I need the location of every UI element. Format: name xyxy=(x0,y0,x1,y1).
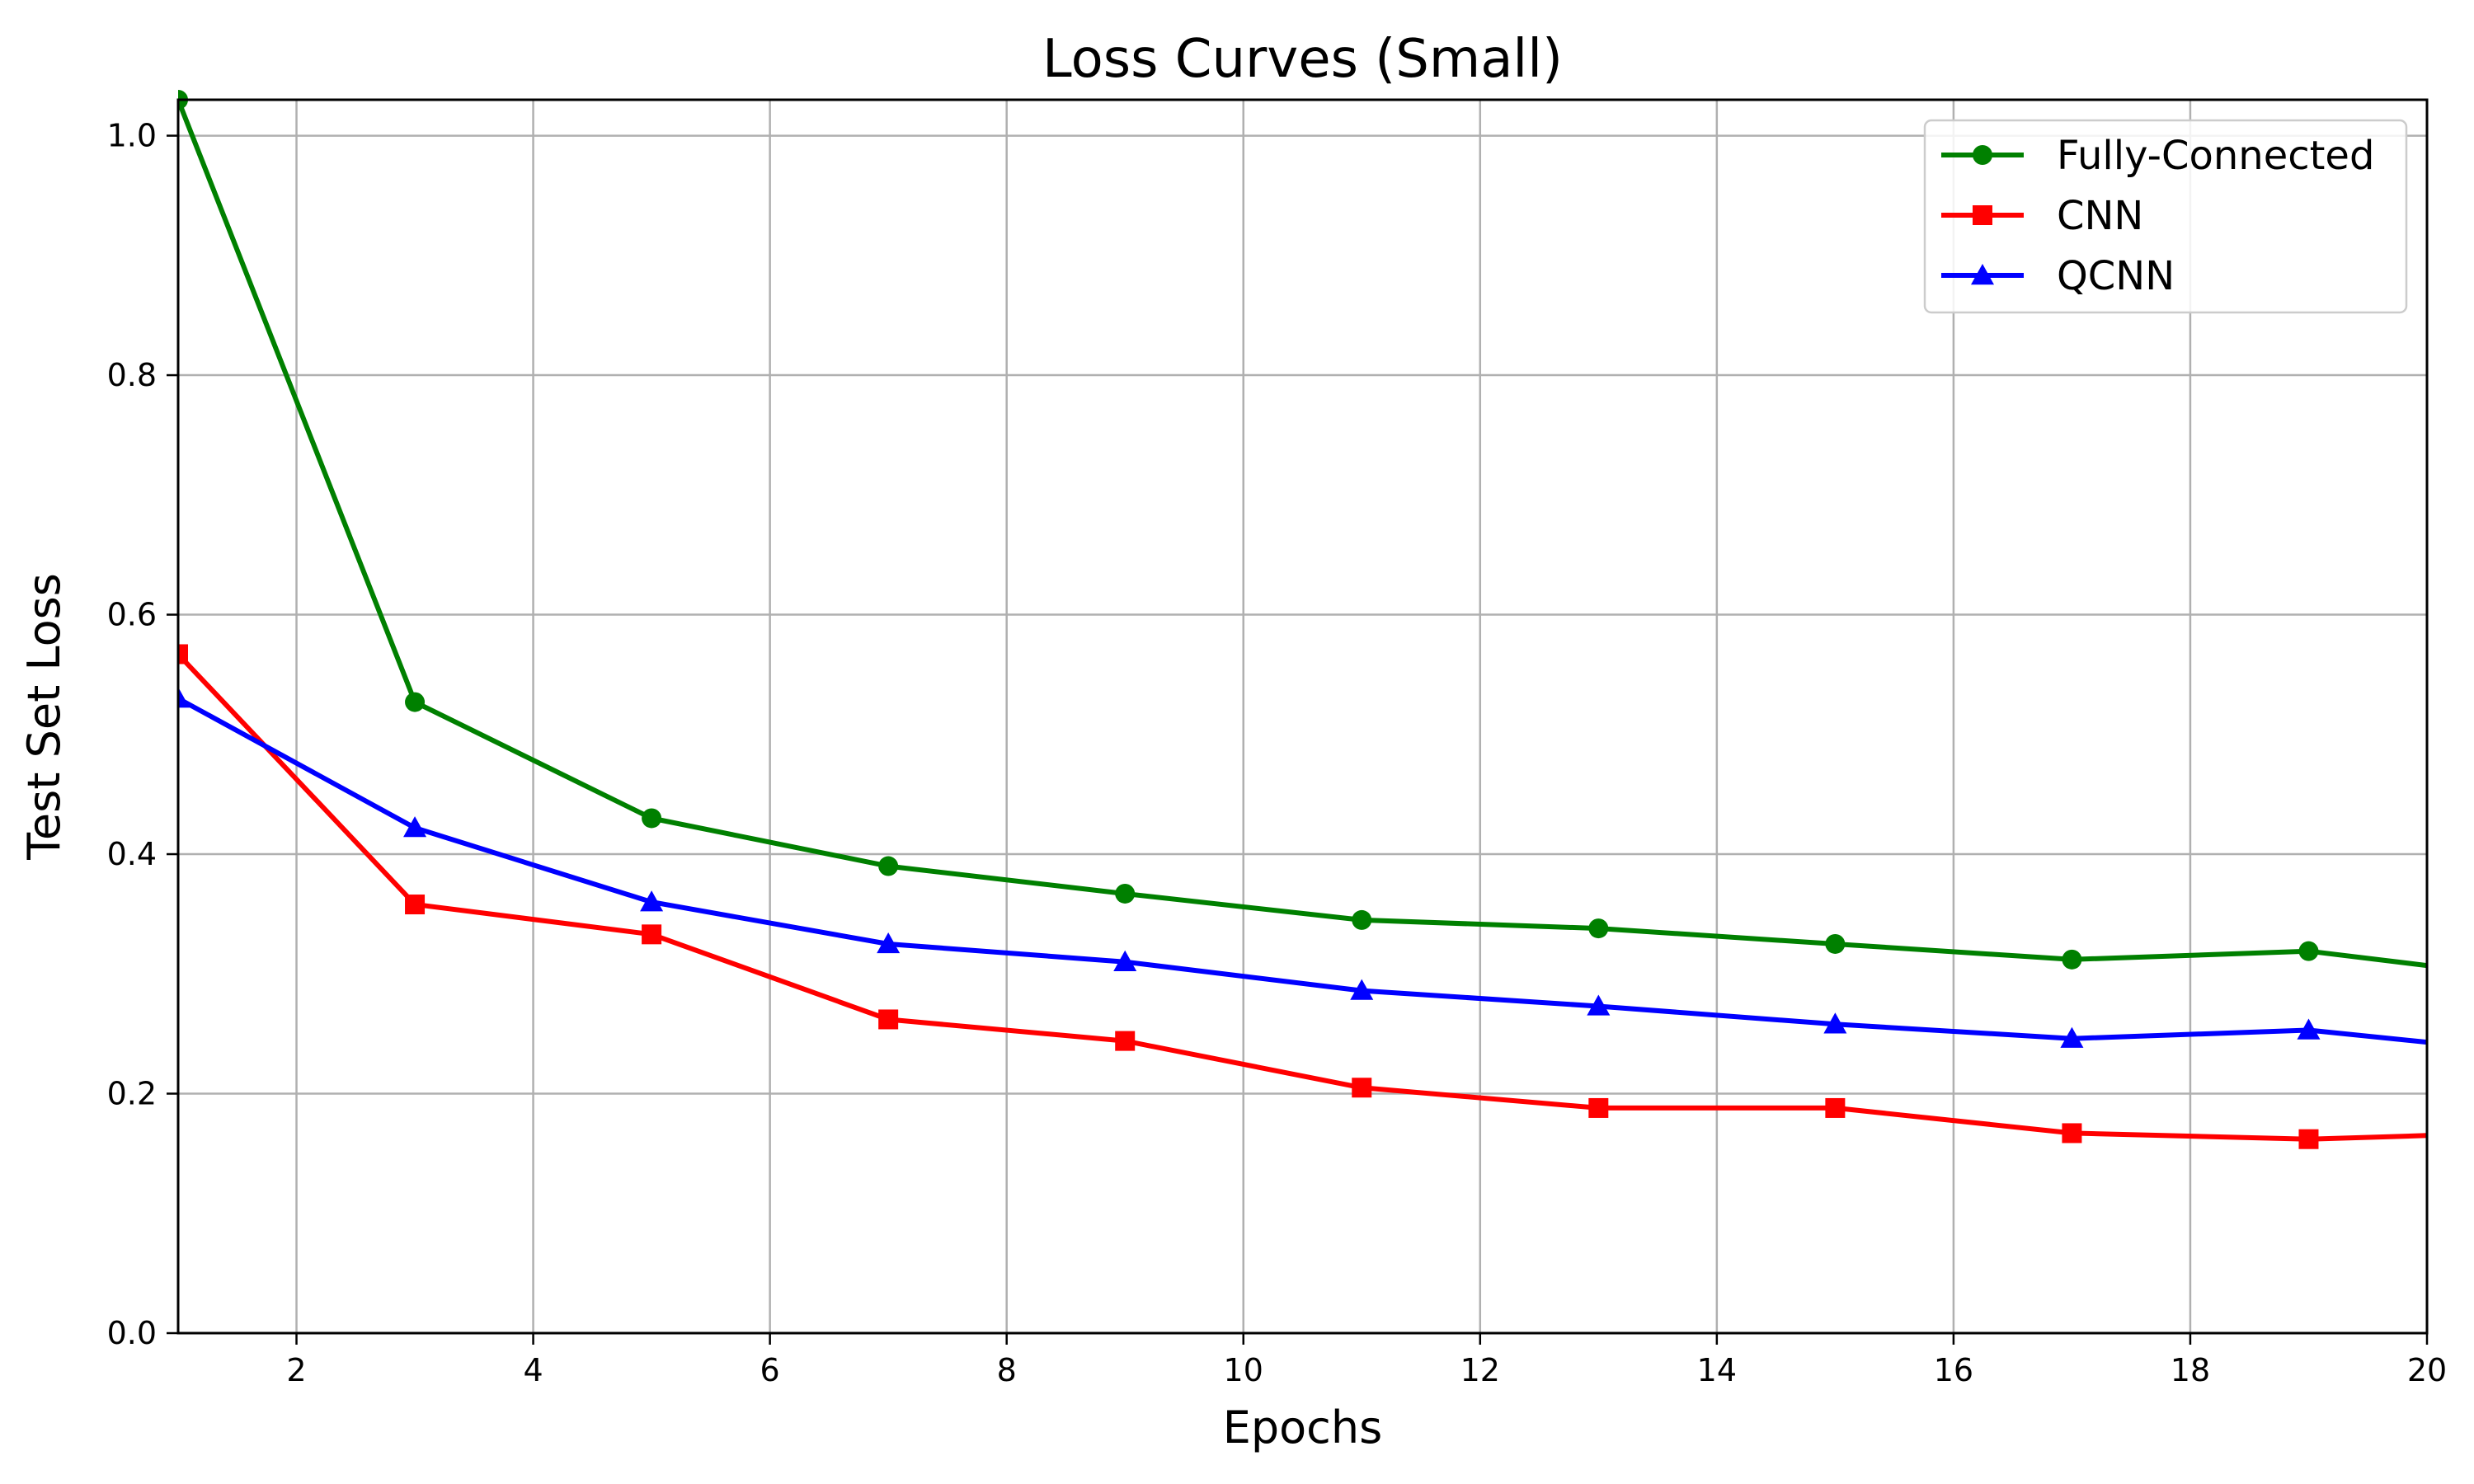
series-markers xyxy=(178,90,2321,1149)
data-point-fully-connected xyxy=(1588,918,1609,939)
legend-label-fully-connected: Fully-Connected xyxy=(2057,133,2374,179)
data-point-fully-connected xyxy=(1115,883,1136,904)
axis-ticks: 2 4 6 8 10 12 14 16 18 20 0.0 0.2 0.4 0.6 0.8 1.0 xyxy=(107,118,2448,1388)
data-point-qcnn xyxy=(403,816,427,838)
data-point-fully-connected xyxy=(642,808,662,829)
data-point-cnn xyxy=(405,895,426,915)
legend-box xyxy=(1923,119,2408,314)
data-point-qcnn xyxy=(1823,1012,1847,1034)
data-point-fully-connected xyxy=(405,692,426,712)
legend-marker-cnn xyxy=(1973,205,1992,225)
data-point-fully-connected xyxy=(1825,933,1846,954)
x-axis-label: Epochs xyxy=(1223,1402,1382,1453)
x-tick-label: 10 xyxy=(1224,1352,1263,1388)
data-point-qcnn xyxy=(877,932,901,954)
y-tick-label: 0.2 xyxy=(107,1076,157,1112)
data-point-cnn xyxy=(1115,1031,1136,1051)
data-point-cnn xyxy=(878,1009,899,1030)
data-point-fully-connected xyxy=(1352,909,1372,930)
y-tick-label: 1.0 xyxy=(107,118,157,154)
x-tick-label: 4 xyxy=(523,1352,543,1388)
data-point-cnn xyxy=(1352,1078,1372,1098)
data-point-fully-connected xyxy=(878,856,899,876)
y-tick-label: 0.0 xyxy=(107,1315,157,1351)
x-tick-label: 14 xyxy=(1697,1352,1737,1388)
data-point-cnn xyxy=(178,644,188,665)
legend-marker-fully-connected xyxy=(1973,145,1992,165)
x-tick-label: 20 xyxy=(2407,1352,2447,1388)
data-point-qcnn xyxy=(1350,979,1374,1000)
data-point-qcnn xyxy=(2297,1018,2321,1040)
data-point-cnn xyxy=(642,924,662,945)
data-point-qcnn xyxy=(2060,1026,2084,1048)
data-point-fully-connected xyxy=(2062,949,2082,970)
legend-label-cnn: CNN xyxy=(2057,193,2143,239)
chart-title: Loss Curves (Small) xyxy=(1042,29,1563,90)
x-tick-label: 8 xyxy=(997,1352,1017,1388)
data-point-fully-connected xyxy=(2298,941,2319,961)
x-tick-label: 16 xyxy=(1934,1352,1973,1388)
data-point-cnn xyxy=(1825,1097,1846,1118)
y-tick-label: 0.8 xyxy=(107,357,157,393)
data-point-qcnn xyxy=(1587,994,1611,1016)
legend: Fully-Connected CNN QCNN xyxy=(1923,119,2408,314)
x-tick-label: 6 xyxy=(760,1352,780,1388)
legend-marker-qcnn xyxy=(1971,264,1994,285)
data-point-cnn xyxy=(1588,1097,1609,1118)
x-tick-label: 18 xyxy=(2171,1352,2210,1388)
y-axis-label: Test Set Loss xyxy=(18,573,70,861)
data-point-qcnn xyxy=(178,687,190,708)
y-tick-label: 0.6 xyxy=(107,597,157,633)
data-point-qcnn xyxy=(1113,950,1137,971)
data-point-cnn xyxy=(2062,1123,2082,1144)
y-tick-label: 0.4 xyxy=(107,836,157,872)
plot-frame xyxy=(176,98,2429,1335)
data-point-qcnn xyxy=(640,890,664,912)
x-tick-label: 2 xyxy=(286,1352,306,1388)
x-tick-label: 12 xyxy=(1460,1352,1500,1388)
legend-label-qcnn: QCNN xyxy=(2057,253,2175,299)
data-point-cnn xyxy=(2298,1129,2319,1149)
